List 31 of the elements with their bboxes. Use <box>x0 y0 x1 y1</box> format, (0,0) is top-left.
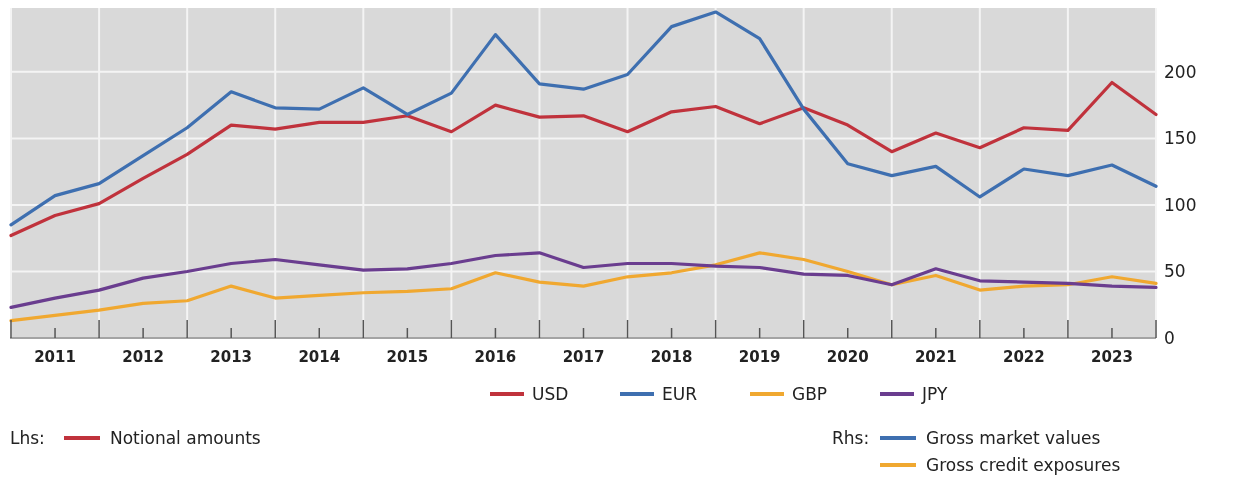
text: Gross market values <box>926 427 1101 448</box>
x-tick-label: 2016 <box>474 348 517 366</box>
x-tick-label: 2012 <box>122 348 164 366</box>
line-series <box>9 251 1158 323</box>
x-tick-label: 2011 <box>34 348 76 366</box>
x-tick-label: 2015 <box>386 348 429 366</box>
x-tick-label: 2019 <box>738 348 781 366</box>
x-tick-label: 2013 <box>210 348 253 366</box>
x-tick-label: 2022 <box>1003 348 1045 366</box>
legend-label: JPY <box>921 383 948 404</box>
legend-label: GBP <box>792 383 828 404</box>
line-series <box>9 251 1158 309</box>
y-tick-label: 100 <box>1164 194 1197 215</box>
y-tick-label: 50 <box>1164 261 1186 282</box>
line-series <box>9 10 1158 227</box>
text: Lhs: <box>10 427 45 448</box>
text: Gross credit exposures <box>926 454 1121 475</box>
text: Notional amounts <box>110 427 261 448</box>
x-tick-label: 2017 <box>562 348 605 366</box>
x-tick-label: 2021 <box>914 348 957 366</box>
y-tick-label: 200 <box>1164 61 1197 82</box>
line-series <box>9 80 1158 238</box>
y-tick-label: 150 <box>1164 128 1197 149</box>
legend-label: EUR <box>662 383 698 404</box>
x-tick-label: 2014 <box>298 348 341 366</box>
y-tick-label: 0 <box>1164 327 1175 348</box>
text: Rhs: <box>832 427 870 448</box>
x-tick-label: 2023 <box>1091 348 1133 366</box>
x-tick-label: 2018 <box>650 348 693 366</box>
legend-label: USD <box>532 383 569 404</box>
x-tick-label: 2020 <box>826 348 869 366</box>
